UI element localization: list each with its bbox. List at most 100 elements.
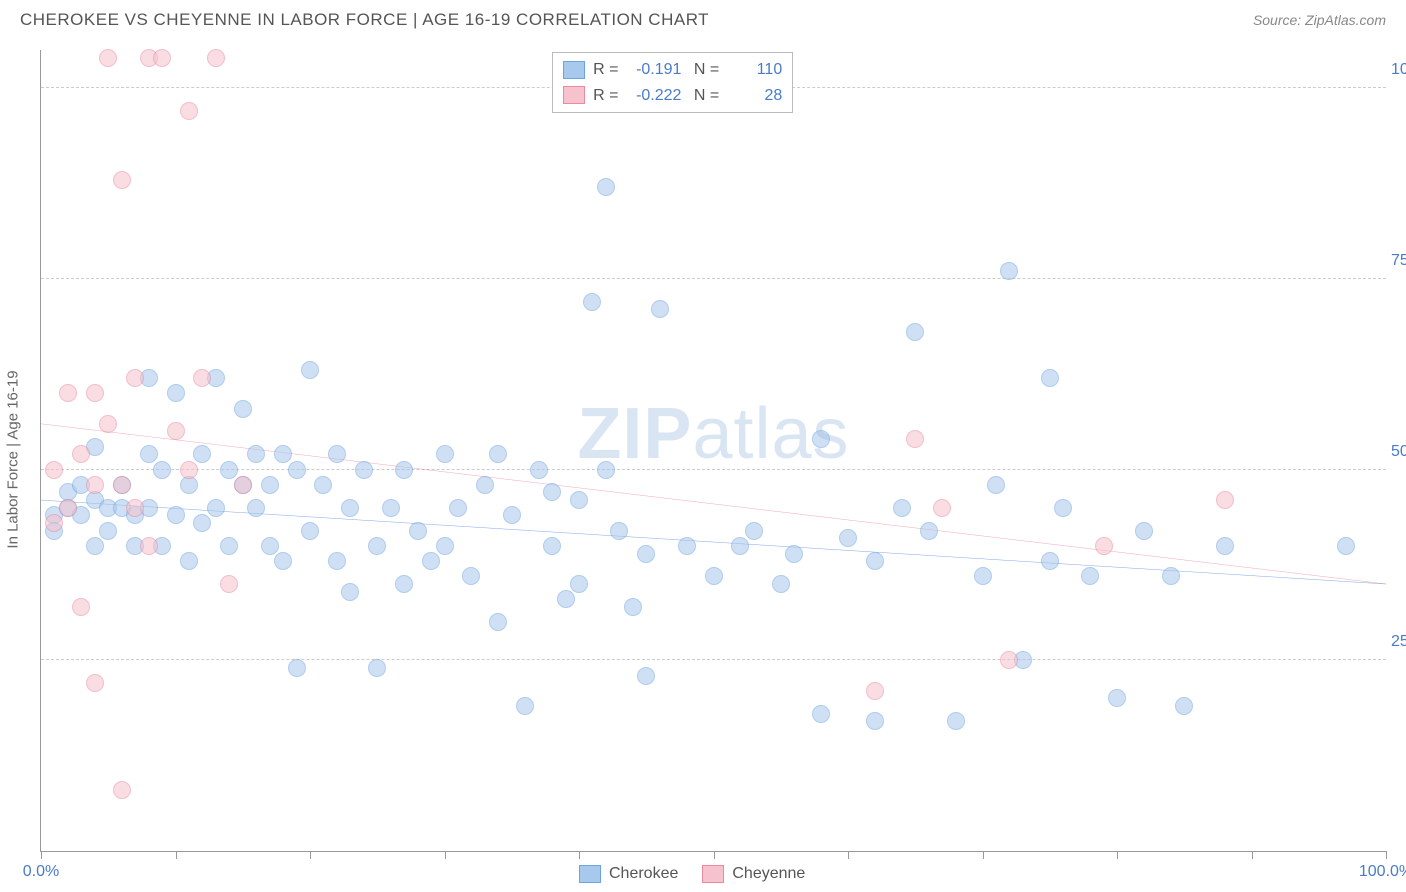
legend-r-label: R = — [593, 83, 618, 109]
x-tick — [1252, 851, 1253, 859]
data-point — [395, 575, 413, 593]
x-tick — [1386, 851, 1387, 859]
data-point — [72, 598, 90, 616]
data-point — [288, 461, 306, 479]
data-point — [368, 537, 386, 555]
data-point — [167, 384, 185, 402]
data-point — [597, 178, 615, 196]
data-point — [180, 461, 198, 479]
legend-item: Cheyenne — [702, 865, 805, 883]
data-point — [167, 422, 185, 440]
data-point — [382, 499, 400, 517]
legend-row: R =-0.222 N =28 — [563, 83, 782, 109]
data-point — [86, 537, 104, 555]
data-point — [220, 575, 238, 593]
data-point — [220, 537, 238, 555]
data-point — [678, 537, 696, 555]
data-point — [1162, 567, 1180, 585]
legend-swatch — [579, 865, 601, 883]
data-point — [1041, 369, 1059, 387]
data-point — [153, 461, 171, 479]
x-tick — [983, 851, 984, 859]
data-point — [583, 293, 601, 311]
data-point — [772, 575, 790, 593]
data-point — [247, 499, 265, 517]
legend-n-value: 110 — [727, 57, 782, 83]
legend-label: Cherokee — [609, 865, 678, 883]
data-point — [1000, 651, 1018, 669]
legend-r-value: -0.222 — [626, 83, 681, 109]
data-point — [234, 476, 252, 494]
x-tick — [579, 851, 580, 859]
data-point — [72, 445, 90, 463]
data-point — [610, 522, 628, 540]
data-point — [1216, 491, 1234, 509]
data-point — [866, 712, 884, 730]
y-axis-label: In Labor Force | Age 16-19 — [5, 370, 22, 548]
data-point — [153, 49, 171, 67]
data-point — [516, 697, 534, 715]
legend-row: R =-0.191 N =110 — [563, 57, 782, 83]
chart-area: In Labor Force | Age 16-19 25.0%50.0%75.… — [40, 50, 1386, 852]
data-point — [193, 514, 211, 532]
legend-item: Cherokee — [579, 865, 678, 883]
legend-n-value: 28 — [727, 83, 782, 109]
x-tick — [310, 851, 311, 859]
plot-area: 25.0%50.0%75.0%100.0%0.0%100.0% — [41, 50, 1386, 851]
data-point — [543, 483, 561, 501]
data-point — [368, 659, 386, 677]
data-point — [570, 575, 588, 593]
y-tick-label: 75.0% — [1391, 252, 1406, 270]
data-point — [1108, 689, 1126, 707]
data-point — [1175, 697, 1193, 715]
data-point — [99, 522, 117, 540]
data-point — [624, 598, 642, 616]
legend-swatch — [702, 865, 724, 883]
data-point — [731, 537, 749, 555]
data-point — [1337, 537, 1355, 555]
data-point — [1095, 537, 1113, 555]
data-point — [920, 522, 938, 540]
data-point — [126, 499, 144, 517]
regression-layer — [41, 50, 1386, 851]
y-tick-label: 25.0% — [1391, 633, 1406, 651]
data-point — [193, 445, 211, 463]
data-point — [328, 445, 346, 463]
data-point — [140, 537, 158, 555]
data-point — [301, 361, 319, 379]
gridline — [41, 659, 1386, 660]
data-point — [45, 514, 63, 532]
data-point — [1216, 537, 1234, 555]
data-point — [705, 567, 723, 585]
x-tick-label: 0.0% — [23, 863, 59, 881]
data-point — [637, 545, 655, 563]
data-point — [933, 499, 951, 517]
x-tick — [41, 851, 42, 859]
gridline — [41, 278, 1386, 279]
data-point — [489, 445, 507, 463]
data-point — [99, 49, 117, 67]
data-point — [247, 445, 265, 463]
data-point — [261, 476, 279, 494]
data-point — [341, 499, 359, 517]
regression-line — [41, 424, 1386, 584]
y-tick-label: 50.0% — [1391, 443, 1406, 461]
data-point — [409, 522, 427, 540]
data-point — [1081, 567, 1099, 585]
data-point — [543, 537, 561, 555]
x-tick — [714, 851, 715, 859]
data-point — [462, 567, 480, 585]
data-point — [449, 499, 467, 517]
series-legend: Cherokee Cheyenne — [579, 865, 805, 883]
data-point — [906, 323, 924, 341]
data-point — [274, 552, 292, 570]
data-point — [422, 552, 440, 570]
data-point — [1135, 522, 1153, 540]
data-point — [126, 369, 144, 387]
legend-swatch — [563, 61, 585, 79]
data-point — [99, 415, 117, 433]
legend-r-label: R = — [593, 57, 618, 83]
y-tick-label: 100.0% — [1391, 61, 1406, 79]
data-point — [207, 49, 225, 67]
data-point — [86, 674, 104, 692]
